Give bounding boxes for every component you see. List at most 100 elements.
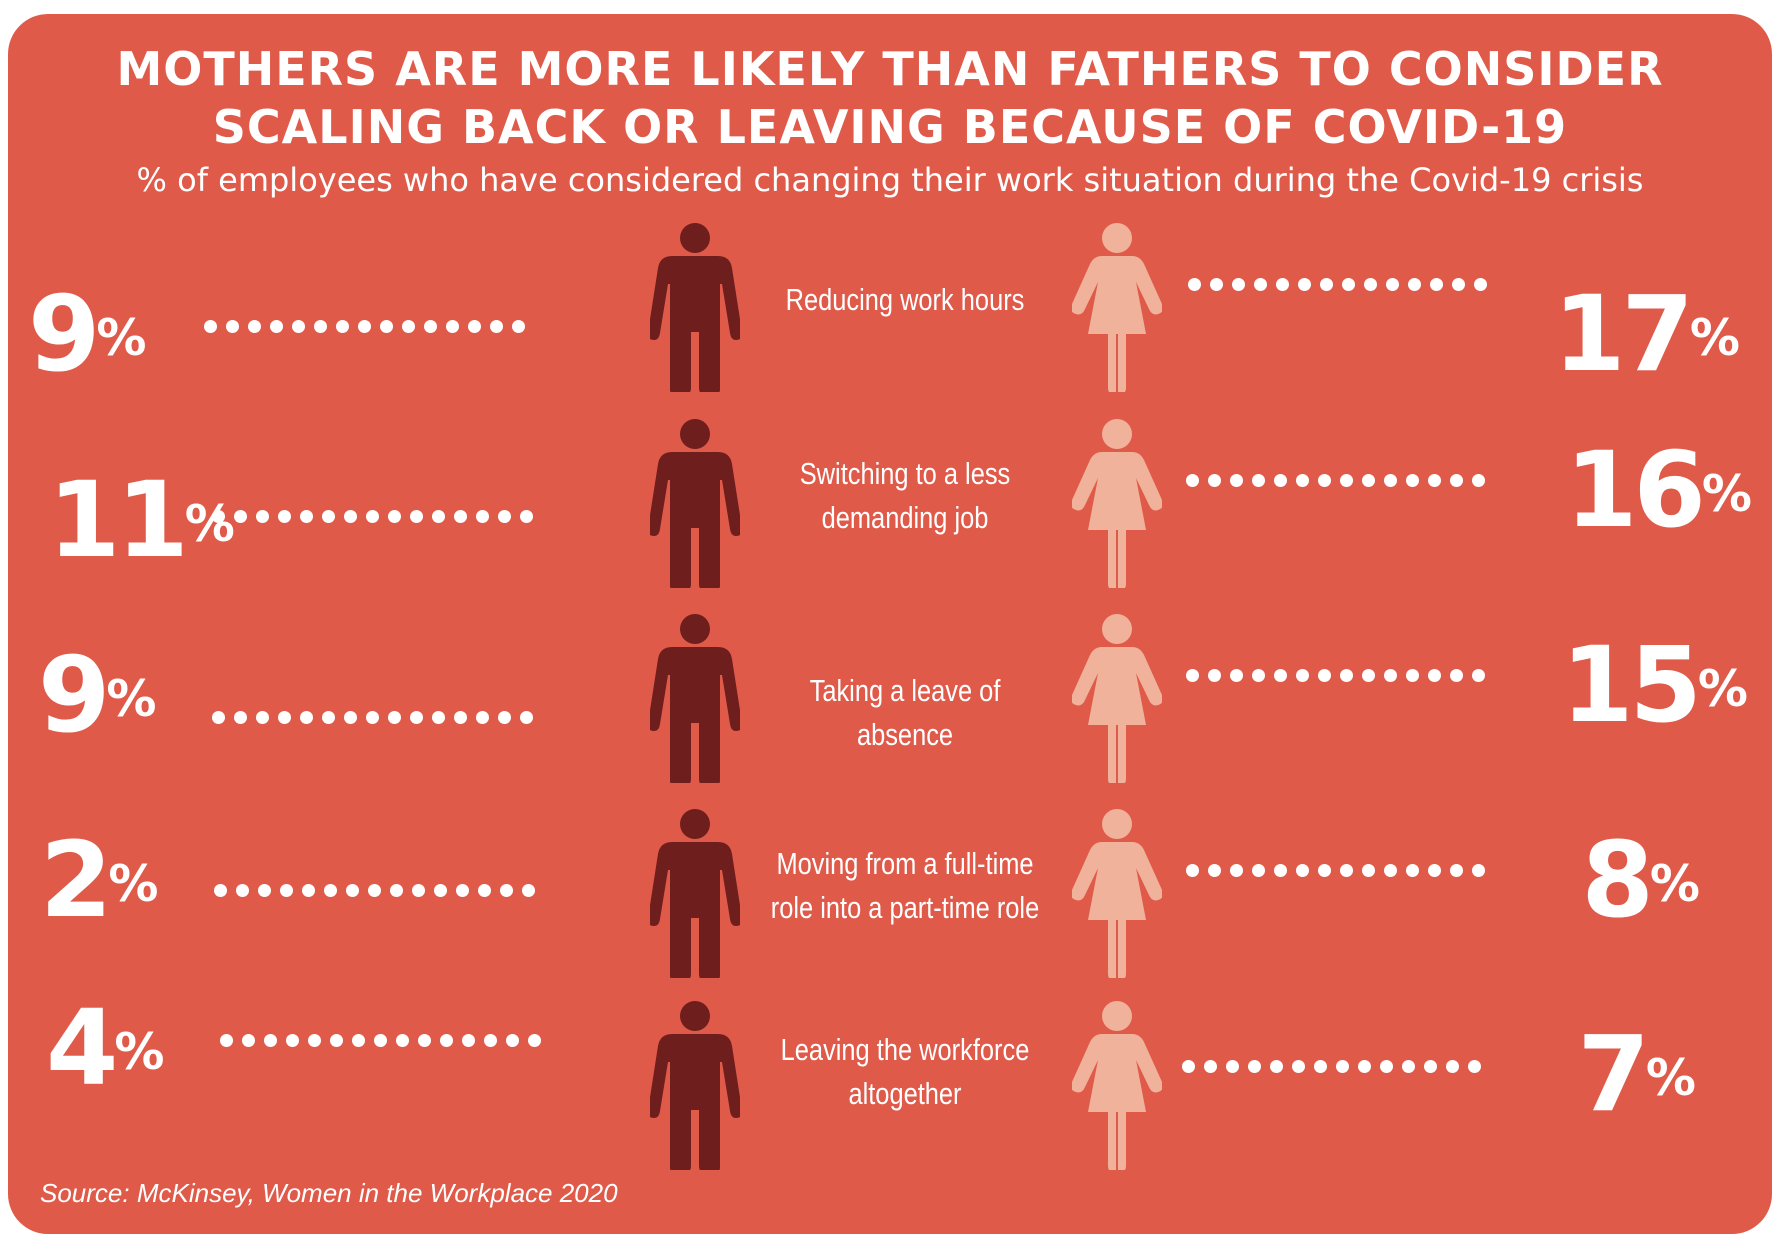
leader-dot — [402, 320, 415, 333]
father-percent: 9% — [38, 643, 156, 747]
percent-symbol: % — [106, 670, 157, 728]
leader-dot — [1468, 1060, 1481, 1073]
leader-dot — [380, 320, 393, 333]
mother-dotted-leader — [1186, 474, 1485, 487]
leader-dot — [410, 510, 423, 523]
leader-dot — [1296, 474, 1309, 487]
leader-dot — [264, 1034, 277, 1047]
father-percent: 9% — [28, 282, 146, 386]
percent-symbol: % — [1689, 309, 1740, 367]
leader-dot — [424, 320, 437, 333]
woman-icon — [1071, 418, 1163, 590]
leader-dot — [440, 1034, 453, 1047]
leader-dot — [346, 884, 359, 897]
category-label-line: Moving from a full-time — [776, 846, 1034, 881]
leader-dot — [506, 1034, 519, 1047]
mother-dotted-leader — [1186, 669, 1485, 682]
leader-dot — [478, 884, 491, 897]
percent-symbol: % — [108, 855, 159, 913]
leader-dot — [1340, 669, 1353, 682]
leader-dot — [1270, 1060, 1283, 1073]
father-value: 9 — [38, 634, 110, 756]
leader-dot — [462, 1034, 475, 1047]
leader-dot — [446, 320, 459, 333]
leader-dot — [1204, 1060, 1217, 1073]
leader-dot — [220, 1034, 233, 1047]
mother-percent: 16% — [1565, 438, 1752, 542]
leader-dot — [1384, 669, 1397, 682]
leader-dot — [1226, 1060, 1239, 1073]
leader-dot — [396, 1034, 409, 1047]
leader-dot — [248, 320, 261, 333]
leader-dot — [476, 510, 489, 523]
leader-dot — [1380, 1060, 1393, 1073]
man-icon — [647, 222, 743, 394]
leader-dot — [212, 711, 225, 724]
leader-dot — [1450, 864, 1463, 877]
leader-dot — [1248, 1060, 1261, 1073]
leader-dot — [1320, 278, 1333, 291]
category-label: Switching to a less demanding job — [770, 452, 1041, 540]
leader-dot — [1182, 1060, 1195, 1073]
leader-dot — [1364, 278, 1377, 291]
leader-dot — [358, 320, 371, 333]
leader-dot — [1424, 1060, 1437, 1073]
leader-dot — [1446, 1060, 1459, 1073]
leader-dot — [1342, 278, 1355, 291]
leader-dot — [1276, 278, 1289, 291]
leader-dot — [1472, 669, 1485, 682]
leader-dot — [1314, 1060, 1327, 1073]
leader-dot — [1474, 278, 1487, 291]
row-3: 9% Taking a leave of absence 15% — [0, 613, 1780, 803]
father-dotted-leader — [212, 711, 533, 724]
category-label: Moving from a full-time role into a part-… — [770, 842, 1041, 930]
leader-dot — [1358, 1060, 1371, 1073]
leader-dot — [1274, 864, 1287, 877]
leader-dot — [432, 510, 445, 523]
father-dotted-leader — [204, 320, 525, 333]
leader-dot — [454, 711, 467, 724]
leader-dot — [1362, 474, 1375, 487]
father-dotted-leader — [212, 510, 533, 523]
father-value: 11 — [48, 459, 189, 581]
father-percent: 11% — [48, 468, 235, 572]
leader-dot — [1252, 864, 1265, 877]
row-4: 2% Moving from a full-time role into a pa… — [0, 808, 1780, 998]
leader-dot — [1298, 278, 1311, 291]
leader-dot — [1362, 864, 1375, 877]
leader-dot — [512, 320, 525, 333]
leader-dot — [1296, 864, 1309, 877]
mother-dotted-leader — [1188, 278, 1487, 291]
leader-dot — [1210, 278, 1223, 291]
leader-dot — [412, 884, 425, 897]
leader-dot — [1384, 864, 1397, 877]
mother-dotted-leader — [1182, 1060, 1481, 1073]
leader-dot — [434, 884, 447, 897]
category-label-line: Switching to a less — [799, 456, 1011, 491]
leader-dot — [1406, 474, 1419, 487]
mother-value: 16 — [1565, 429, 1706, 551]
leader-dot — [280, 884, 293, 897]
category-label: Taking a leave of absence — [770, 669, 1041, 757]
title-line-1: MOTHERS ARE MORE LIKELY THAN FATHERS TO … — [116, 42, 1664, 96]
leader-dot — [1336, 1060, 1349, 1073]
woman-icon — [1071, 808, 1163, 980]
leader-dot — [1472, 864, 1485, 877]
percent-symbol: % — [96, 309, 147, 367]
leader-dot — [1232, 278, 1245, 291]
category-label-line: demanding job — [821, 500, 989, 535]
leader-dot — [1186, 474, 1199, 487]
leader-dot — [344, 510, 357, 523]
leader-dot — [1408, 278, 1421, 291]
leader-dot — [234, 510, 247, 523]
leader-dot — [1274, 474, 1287, 487]
leader-dot — [1340, 474, 1353, 487]
percent-symbol: % — [1649, 855, 1700, 913]
mother-value: 7 — [1577, 1013, 1650, 1135]
father-value: 4 — [46, 987, 118, 1109]
chart-title: MOTHERS ARE MORE LIKELY THAN FATHERS TO … — [0, 40, 1780, 156]
percent-symbol: % — [184, 495, 235, 553]
leader-dot — [1254, 278, 1267, 291]
leader-dot — [520, 510, 533, 523]
leader-dot — [322, 711, 335, 724]
